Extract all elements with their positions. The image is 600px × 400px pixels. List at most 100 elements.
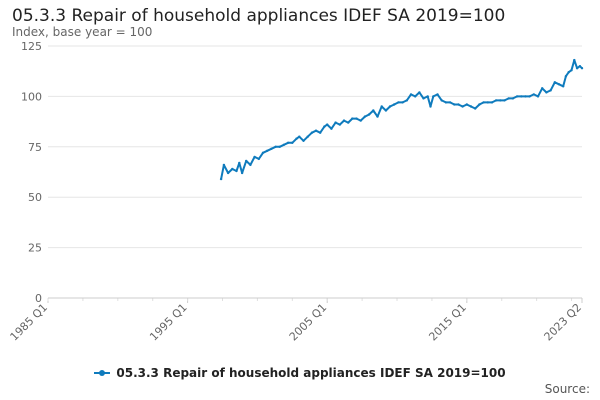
x-axis-ticks: 1985 Q1 1995 Q1 2005 Q1 2015 Q1 2023 Q2 <box>8 298 585 344</box>
data-point <box>580 67 584 70</box>
x-tick-label: 2023 Q2 <box>542 301 585 344</box>
data-point <box>253 155 256 159</box>
y-tick-label: 25 <box>28 242 42 255</box>
data-point <box>323 125 326 128</box>
chart-title: 05.3.3 Repair of household appliances ID… <box>12 6 506 26</box>
data-point <box>338 123 341 126</box>
y-tick-label: 75 <box>28 141 42 154</box>
data-point <box>461 105 464 108</box>
data-point <box>418 91 421 94</box>
x-tick-label: 1995 Q1 <box>147 301 190 344</box>
legend-swatch <box>94 370 111 376</box>
data-point <box>465 103 468 106</box>
data-point <box>314 129 318 132</box>
data-point <box>507 97 510 100</box>
data-point <box>334 121 337 124</box>
data-point <box>567 71 570 74</box>
legend-label: 05.3.3 Repair of household appliances ID… <box>116 366 506 380</box>
data-point <box>363 115 367 118</box>
data-point <box>226 171 230 175</box>
data-point <box>355 117 358 120</box>
data-point <box>397 101 400 104</box>
chart-subtitle: Index, base year = 100 <box>12 25 153 39</box>
data-point <box>515 95 519 98</box>
data-point <box>478 103 481 106</box>
data-point <box>562 85 565 88</box>
data-point <box>511 97 515 100</box>
y-tick-label: 125 <box>21 40 42 53</box>
data-point <box>457 103 460 106</box>
data-point <box>545 91 548 94</box>
data-point <box>238 161 241 165</box>
data-point <box>235 169 238 173</box>
data-point <box>436 93 439 96</box>
data-point <box>298 135 301 138</box>
data-point <box>231 167 234 171</box>
data-point <box>440 99 443 102</box>
data-point <box>469 105 473 108</box>
data-point <box>278 145 281 148</box>
data-point <box>261 151 265 154</box>
data-point <box>570 69 573 72</box>
x-tick-label: 2015 Q1 <box>426 301 469 344</box>
x-tick-label: 1985 Q1 <box>8 301 51 344</box>
data-point <box>302 139 305 142</box>
data-point <box>295 137 298 140</box>
data-point <box>429 105 432 108</box>
data-point <box>393 103 396 106</box>
data-point <box>342 119 346 122</box>
data-point <box>282 143 286 146</box>
data-point <box>380 105 383 108</box>
data-point <box>564 75 568 78</box>
data-point <box>222 163 226 167</box>
data-point <box>557 83 561 86</box>
data-point <box>330 127 333 130</box>
data-point <box>409 93 413 96</box>
data-point <box>249 163 252 167</box>
y-tick-label: 100 <box>21 90 42 103</box>
data-point <box>240 171 244 175</box>
data-point <box>274 145 277 148</box>
data-point <box>426 95 429 98</box>
data-point <box>384 109 388 112</box>
y-axis-ticks: 0 25 50 75 100 125 <box>21 40 42 305</box>
data-point <box>520 95 523 98</box>
data-point <box>575 67 579 70</box>
x-tick-label: 2005 Q1 <box>287 301 330 344</box>
data-point <box>401 101 404 104</box>
data-point <box>291 141 294 144</box>
data-point <box>405 99 408 102</box>
data-point <box>486 101 489 104</box>
data-point <box>286 141 290 144</box>
data-point <box>376 115 379 118</box>
data-point <box>503 99 506 102</box>
data-point <box>306 135 309 138</box>
data-point <box>310 131 314 134</box>
data-point <box>499 99 502 102</box>
data-point <box>490 101 494 104</box>
data-point <box>524 95 527 98</box>
grid-lines <box>48 45 582 249</box>
data-point <box>494 99 498 102</box>
data-point <box>474 107 477 110</box>
data-point <box>372 109 375 112</box>
y-tick-label: 50 <box>28 191 42 204</box>
data-point <box>388 105 392 108</box>
data-point <box>351 117 354 120</box>
data-point <box>549 89 552 92</box>
data-point <box>453 103 456 106</box>
series-line <box>220 59 583 180</box>
data-point <box>326 123 329 126</box>
data-point <box>532 93 535 96</box>
data-point <box>536 95 540 98</box>
data-point <box>553 81 556 84</box>
data-point <box>266 149 269 152</box>
legend[interactable]: 05.3.3 Repair of household appliances ID… <box>0 366 600 380</box>
data-point <box>367 113 371 116</box>
data-point <box>219 177 223 181</box>
data-point <box>245 159 248 163</box>
data-point <box>482 101 485 104</box>
data-point <box>573 58 576 62</box>
data-point <box>432 95 435 98</box>
